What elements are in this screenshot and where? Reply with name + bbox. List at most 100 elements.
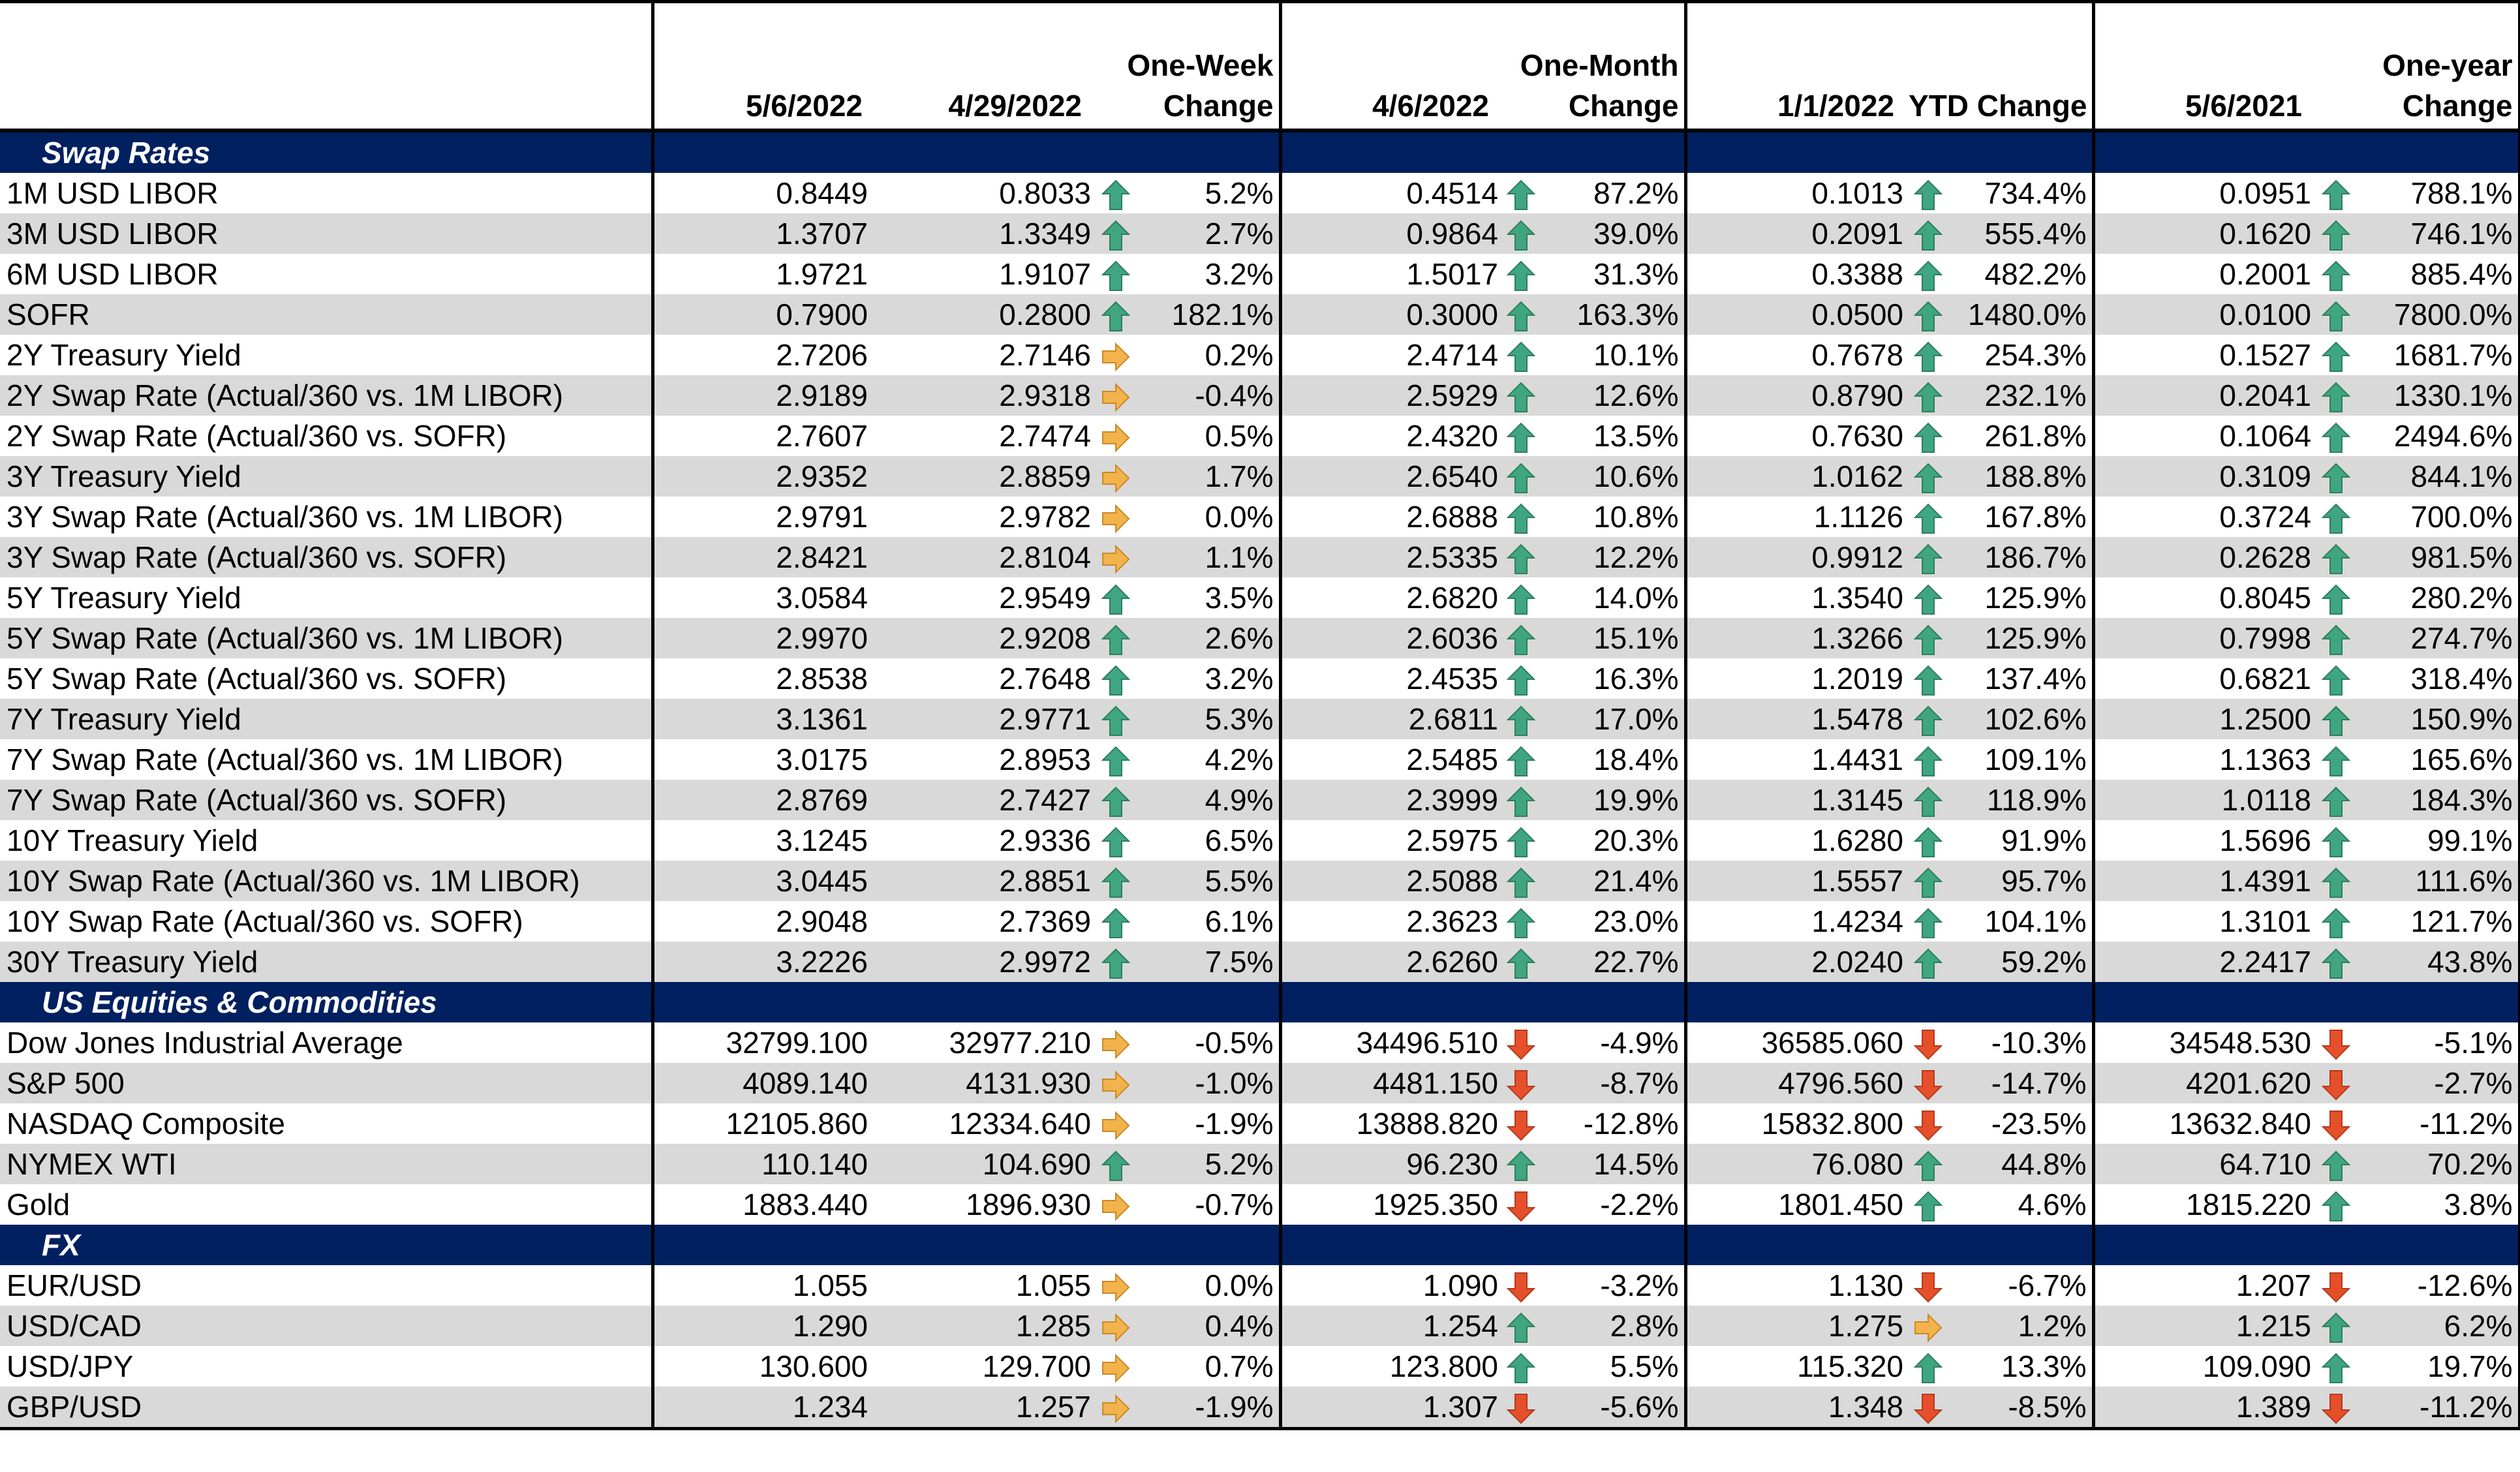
value-week-ago: 2.8104 xyxy=(877,537,1096,577)
instrument-name: 2Y Swap Rate (Actual/360 vs. SOFR) xyxy=(0,416,654,456)
table-row: USD/JPY 130.600 129.700 0.7% 123.800 5.5% 115.… xyxy=(0,1346,2520,1387)
table-row: 5Y Treasury Yield 3.0584 2.9549 3.5% 2.6820 1… xyxy=(0,577,2520,618)
table-row: 7Y Swap Rate (Actual/360 vs. SOFR) 2.8769… xyxy=(0,780,2520,820)
change-ytd: 59.2% xyxy=(1948,942,2095,982)
change-one-year: 121.7% xyxy=(2356,901,2520,942)
instrument-name: NYMEX WTI xyxy=(0,1144,654,1184)
table-row: 3M USD LIBOR 1.3707 1.3349 2.7% 0.9864 39.0% 0… xyxy=(0,213,2520,254)
trend-up-icon xyxy=(1503,173,1539,213)
table-row: 6M USD LIBOR 1.9721 1.9107 3.2% 1.5017 31.3% 0… xyxy=(0,254,2520,294)
value-month-ago: 2.6260 xyxy=(1280,942,1504,982)
arrow-down-icon xyxy=(1914,1070,1943,1101)
change-one-week: 182.1% xyxy=(1135,294,1282,335)
trend-up-icon xyxy=(2316,901,2356,942)
change-one-week: 6.5% xyxy=(1135,820,1282,861)
arrow-up-icon xyxy=(2322,787,2350,818)
instrument-name: 7Y Swap Rate (Actual/360 vs. SOFR) xyxy=(0,780,654,820)
table-row: 3Y Swap Rate (Actual/360 vs. 1M LIBOR) 2.… xyxy=(0,497,2520,537)
trend-up-icon xyxy=(1909,942,1948,982)
value-current: 3.1245 xyxy=(776,823,868,857)
trend-up-icon xyxy=(1503,658,1539,699)
value-year-start: 0.9912 xyxy=(1685,537,1909,577)
arrow-up-icon xyxy=(1507,706,1535,737)
trend-down-icon xyxy=(1909,1387,1948,1430)
change-one-year: 280.2% xyxy=(2356,577,2520,618)
value-year-ago: 0.6821 xyxy=(2219,662,2312,696)
arrow-up-icon xyxy=(1914,342,1943,373)
change-one-week: -0.4% xyxy=(1135,375,1282,416)
arrow-up-icon xyxy=(1914,827,1943,858)
trend-up-icon xyxy=(1909,820,1948,861)
change-one-year: 70.2% xyxy=(2356,1144,2520,1184)
change-one-week: 5.5% xyxy=(1135,861,1282,901)
change-one-month: 5.5% xyxy=(1539,1346,1687,1387)
change-one-week: 1.1% xyxy=(1135,537,1282,577)
change-one-week: 3.2% xyxy=(1135,254,1282,294)
trend-up-icon xyxy=(1503,213,1539,254)
value-year-start: 0.8790 xyxy=(1685,375,1909,416)
header-one-week-change: One-Week Change xyxy=(1096,0,1282,132)
header-date-week-ago: 4/29/2022 xyxy=(877,0,1096,132)
change-one-month: 12.2% xyxy=(1539,537,1687,577)
value-year-ago: 64.710 xyxy=(2093,1144,2317,1184)
change-one-year: 885.4% xyxy=(2356,254,2520,294)
arrow-up-icon xyxy=(1102,625,1129,656)
change-ytd: 104.1% xyxy=(1948,901,2095,942)
arrow-up-icon xyxy=(2322,221,2350,251)
change-one-month: 20.3% xyxy=(1539,820,1687,861)
table-row: USD/CAD 1.290 1.285 0.4% 1.254 2.8% 1.275 1.2% 1… xyxy=(0,1306,2520,1346)
value-year-ago: 0.1064 xyxy=(2219,419,2312,453)
arrow-up-icon xyxy=(1102,746,1129,777)
change-one-week: 0.0% xyxy=(1135,1265,1282,1306)
trend-up-icon xyxy=(1503,456,1539,497)
value-current: 32799.100 xyxy=(726,1026,868,1060)
arrow-up-icon xyxy=(1914,746,1943,777)
value-month-ago: 0.9864 xyxy=(1280,213,1504,254)
value-year-start: 1801.450 xyxy=(1778,1188,1904,1221)
change-one-week: -1.0% xyxy=(1135,1063,1282,1103)
value-month-ago: 2.4535 xyxy=(1406,662,1499,696)
arrow-up-icon xyxy=(1102,868,1129,898)
arrow-up-icon xyxy=(1102,221,1129,251)
section-band xyxy=(1280,130,1687,173)
change-ytd: 186.7% xyxy=(1948,537,2095,577)
arrow-up-icon xyxy=(1914,423,1943,453)
change-one-week: 3.5% xyxy=(1135,577,1282,618)
value-month-ago: 1.254 xyxy=(1280,1306,1504,1346)
instrument-name: Gold xyxy=(0,1184,654,1225)
value-week-ago: 129.700 xyxy=(982,1349,1091,1383)
change-one-week: -0.5% xyxy=(1135,1022,1282,1063)
trend-up-icon xyxy=(1096,820,1135,861)
arrow-up-icon xyxy=(1507,463,1535,494)
value-current: 2.7206 xyxy=(776,338,868,372)
trend-up-icon xyxy=(1909,456,1948,497)
arrow-up-icon xyxy=(2322,1151,2350,1182)
value-current: 2.9791 xyxy=(776,500,868,534)
instrument-name: 7Y Swap Rate (Actual/360 vs. 1M LIBOR) xyxy=(0,739,654,780)
trend-up-icon xyxy=(1909,861,1948,901)
change-ytd: 4.6% xyxy=(1948,1184,2095,1225)
arrow-flat-icon xyxy=(1102,343,1129,371)
change-one-week: 0.5% xyxy=(1135,416,1282,456)
value-year-ago: 34548.530 xyxy=(2169,1026,2312,1060)
header-row: 5/6/2022 4/29/2022 One-Week Change 4/6/2022… xyxy=(0,0,2520,132)
section-band xyxy=(653,982,1282,1022)
change-ytd: -8.5% xyxy=(1948,1387,2095,1430)
instrument-name: NASDAQ Composite xyxy=(0,1103,654,1144)
trend-flat-icon xyxy=(1096,416,1135,456)
value-month-ago: 1.5017 xyxy=(1406,257,1499,291)
value-month-ago: 2.6540 xyxy=(1280,456,1504,497)
instrument-name: S&P 500 xyxy=(0,1063,654,1103)
trend-up-icon xyxy=(1503,497,1539,537)
change-ytd: -14.7% xyxy=(1948,1063,2095,1103)
arrow-up-icon xyxy=(1507,827,1535,858)
value-week-ago: 2.9208 xyxy=(877,618,1096,658)
value-year-start: 1.4431 xyxy=(1811,743,1904,776)
arrow-up-icon xyxy=(1914,1151,1943,1182)
arrow-up-icon xyxy=(1914,504,1943,534)
change-one-year: 43.8% xyxy=(2356,942,2520,982)
trend-down-icon xyxy=(1503,1265,1539,1306)
trend-up-icon xyxy=(1503,820,1539,861)
trend-up-icon xyxy=(1503,577,1539,618)
arrow-up-icon xyxy=(1507,908,1535,939)
